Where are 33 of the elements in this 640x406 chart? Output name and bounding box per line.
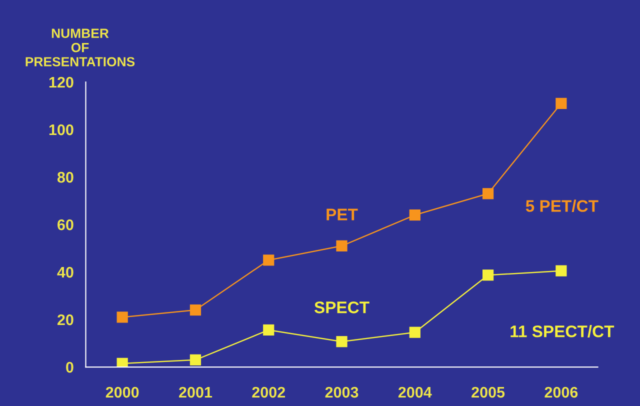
point	[482, 188, 494, 200]
y-axis-title: NUMBER OF PRESENTATIONS	[26, 28, 135, 66]
point	[409, 209, 420, 221]
series-label: SPECT	[314, 302, 370, 314]
y-tick-label: 20	[57, 314, 74, 326]
point	[556, 98, 567, 109]
y-tick-label: 100	[49, 124, 74, 136]
x-tick-label: 2006	[544, 386, 578, 398]
point	[336, 240, 348, 252]
x-tick-label: 2004	[398, 386, 432, 398]
x-tick-label: 2005	[472, 386, 505, 398]
point	[263, 254, 274, 266]
y-tick-label: 60	[58, 219, 74, 230]
annotation: 11 SPECT/CT	[510, 325, 614, 338]
y-tick-label: 80	[57, 172, 74, 183]
y-tick-label: 0	[66, 362, 74, 373]
y-tick-label: 120	[49, 76, 74, 88]
x-tick-label: 2003	[325, 386, 358, 398]
x-tick-label: 2001	[179, 386, 212, 398]
annotation: 5 PET/CT	[526, 200, 598, 212]
series-label: PET	[326, 208, 358, 220]
y-tick-label: 40	[57, 266, 74, 278]
point	[409, 326, 420, 338]
point	[190, 304, 202, 316]
point	[190, 354, 202, 366]
point	[116, 358, 128, 368]
point	[116, 312, 128, 323]
x-tick-label: 2000	[106, 386, 139, 398]
point	[336, 336, 348, 348]
point	[263, 324, 274, 336]
x-tick-label: 2002	[252, 386, 285, 398]
point	[556, 265, 567, 276]
point	[482, 270, 494, 281]
